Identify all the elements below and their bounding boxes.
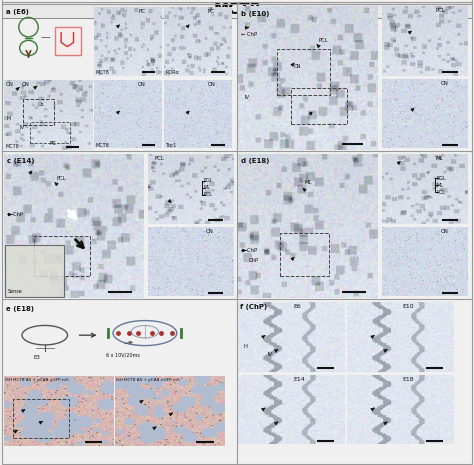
Text: Sense: Sense: [8, 289, 23, 294]
Bar: [30, 122, 70, 143]
Bar: [5, 245, 64, 297]
Text: IV: IV: [268, 352, 273, 358]
Text: MCT8: MCT8: [6, 144, 19, 149]
Text: CN: CN: [138, 82, 146, 86]
Text: f (ChP): f (ChP): [240, 305, 267, 311]
Text: d (E18): d (E18): [241, 159, 269, 165]
Text: PC: PC: [138, 9, 145, 14]
Text: 6 x 10V/20ms: 6 x 10V/20ms: [106, 352, 140, 358]
Text: PCL: PCL: [319, 38, 328, 43]
Bar: [277, 49, 330, 95]
Text: PCL: PCL: [204, 193, 213, 198]
Text: CN: CN: [208, 82, 216, 86]
Text: Tbr1: Tbr1: [165, 143, 177, 148]
Text: E3: E3: [33, 355, 40, 359]
Text: E18: E18: [403, 377, 414, 382]
Bar: [55, 27, 82, 55]
Text: ML: ML: [435, 156, 443, 161]
Text: Cb: Cb: [37, 102, 44, 107]
Bar: [12, 399, 69, 438]
Text: ISH MCT8 AS + pCAB-eGFP-m5: ISH MCT8 AS + pCAB-eGFP-m5: [117, 379, 180, 382]
Text: CN: CN: [6, 81, 13, 86]
Text: H: H: [7, 116, 10, 121]
Text: —: —: [40, 32, 50, 42]
Text: ML: ML: [204, 186, 210, 191]
Bar: [291, 88, 346, 124]
Text: ← ChP: ← ChP: [7, 212, 23, 217]
Bar: [2, 0, 472, 4]
Text: E14: E14: [293, 377, 305, 382]
Text: CN: CN: [206, 229, 214, 234]
Text: MCT8: MCT8: [213, 2, 261, 18]
Bar: [23, 99, 54, 126]
Text: PCL: PCL: [57, 176, 66, 181]
Text: PC: PC: [208, 9, 215, 14]
Text: ML: ML: [437, 183, 444, 188]
Text: RORα: RORα: [165, 70, 179, 75]
Text: IV: IV: [20, 126, 25, 130]
Text: MCT8: MCT8: [96, 70, 109, 75]
Text: EGL: EGL: [437, 176, 447, 181]
Text: PCL: PCL: [437, 190, 446, 195]
Text: CN: CN: [440, 229, 448, 234]
Text: ← ChP: ← ChP: [241, 32, 257, 37]
Text: EGL: EGL: [204, 179, 213, 184]
Text: E10: E10: [403, 305, 414, 310]
Text: ML: ML: [305, 180, 312, 185]
Text: a (E6): a (E6): [6, 9, 28, 15]
Text: c (E14): c (E14): [7, 159, 34, 165]
Text: CN: CN: [440, 81, 448, 86]
Text: H: H: [243, 344, 247, 349]
Text: PC: PC: [50, 141, 57, 146]
Text: CN: CN: [294, 64, 301, 69]
Text: PCL: PCL: [435, 8, 445, 13]
Text: MCT8: MCT8: [96, 143, 109, 148]
Bar: [35, 236, 90, 276]
Text: IV: IV: [245, 95, 250, 100]
Text: ISH MCT8 AS + pCAB-eGFP-m5: ISH MCT8 AS + pCAB-eGFP-m5: [5, 379, 69, 382]
Text: E6: E6: [293, 305, 301, 310]
Text: ChP: ChP: [249, 258, 259, 263]
Text: PCL: PCL: [155, 156, 164, 161]
Bar: [280, 233, 328, 276]
Text: b (E10): b (E10): [241, 11, 269, 17]
Text: e (E18): e (E18): [6, 306, 34, 312]
Text: CN: CN: [21, 81, 29, 86]
Text: ← ChP: ← ChP: [241, 248, 257, 252]
